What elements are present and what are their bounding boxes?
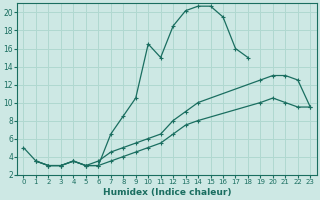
X-axis label: Humidex (Indice chaleur): Humidex (Indice chaleur) bbox=[103, 188, 231, 197]
